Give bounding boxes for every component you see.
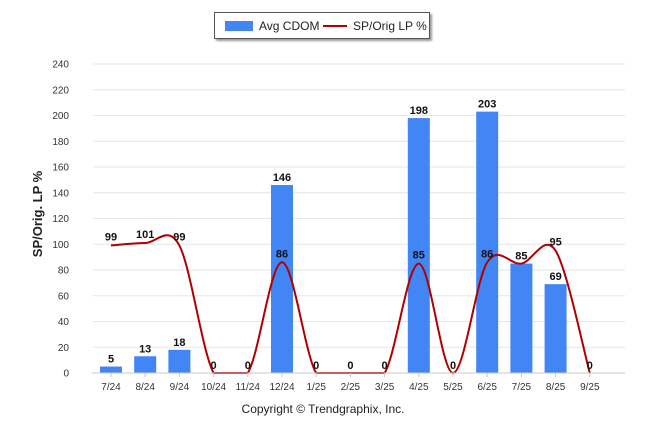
data-labels: 5 13 18 0 0 146 0 0 0 198 0 203 85 69 0 99 101 99 86 85 86 95 [105, 99, 593, 372]
bar-value-label: 5 [108, 354, 114, 366]
y-tick-label: 200 [52, 111, 69, 122]
bar-8/24 [134, 356, 157, 373]
bar-value-label: 69 [549, 271, 561, 283]
y-tick-label: 160 [52, 163, 69, 174]
x-tick-label-7/24: 7/24 [101, 382, 121, 393]
x-tick-label-8/24: 8/24 [135, 382, 155, 393]
bar-value-label: 0 [211, 360, 217, 372]
bar-9/24 [168, 349, 191, 373]
y-tick-label: 220 [52, 85, 69, 96]
y-tick-label: 100 [52, 240, 69, 251]
x-axis-ticks: 7/24 8/24 9/24 10/24 11/24 12/24 1/25 2/25 3/25 4… [101, 373, 600, 393]
bar-series [100, 111, 567, 373]
bar-value-label: 146 [273, 172, 291, 184]
legend-item-line[interactable]: SP/Orig LP % [323, 19, 427, 33]
bar-value-label: 13 [139, 343, 151, 355]
x-tick-label-2/25: 2/25 [341, 382, 361, 393]
bar-12/24 [271, 185, 293, 373]
y-tick-label: 40 [58, 317, 70, 328]
legend-bar-swatch [225, 21, 253, 31]
bar-value-label: 0 [382, 360, 388, 372]
line-value-label: 99 [173, 232, 185, 244]
x-tick-label-10/24: 10/24 [201, 382, 226, 393]
legend-bar-label: Avg CDOM [259, 19, 320, 33]
x-tick-label-8/25: 8/25 [546, 382, 566, 393]
bar-value-label: 0 [587, 360, 593, 372]
y-tick-label: 0 [63, 369, 69, 380]
x-tick-label-9/25: 9/25 [580, 382, 600, 393]
x-tick-label-7/25: 7/25 [512, 382, 532, 393]
legend-item-bar[interactable]: Avg CDOM [225, 19, 319, 33]
bar-7/24 [100, 366, 122, 373]
x-tick-label-6/25: 6/25 [477, 382, 497, 393]
x-tick-label-11/24: 11/24 [236, 382, 261, 393]
legend-line-swatch [323, 25, 347, 27]
bar-8/25 [544, 284, 567, 373]
line-value-label: 101 [136, 229, 154, 241]
line-value-label: 95 [549, 237, 561, 249]
y-axis-label: SP/Orig. LP % [30, 170, 45, 257]
bar-value-label: 85 [515, 251, 527, 263]
bar-4/25 [407, 118, 430, 373]
y-tick-label: 180 [52, 137, 69, 148]
bar-6/25 [476, 111, 499, 373]
line-value-label: 86 [276, 248, 288, 260]
x-tick-label-1/25: 1/25 [306, 382, 326, 393]
bar-value-label: 18 [173, 337, 185, 349]
y-axis-ticks: 0 20 40 60 80 100 120 140 160 180 200 220 240 [52, 60, 69, 380]
bar-value-label: 0 [313, 360, 319, 372]
x-tick-label-9/24: 9/24 [170, 382, 190, 393]
x-tick-label-4/25: 4/25 [409, 382, 429, 393]
legend-line-label: SP/Orig LP % [353, 19, 427, 33]
line-value-label: 99 [105, 232, 117, 244]
line-value-label: 85 [413, 250, 425, 262]
line-value-label: 86 [481, 248, 493, 260]
bar-value-label: 0 [347, 360, 353, 372]
bar-value-label: 198 [410, 105, 428, 117]
bar-value-label: 203 [478, 99, 496, 111]
x-tick-label-5/25: 5/25 [443, 382, 463, 393]
legend: Avg CDOM SP/Orig LP % [214, 12, 430, 39]
bar-7/25 [510, 263, 533, 373]
y-tick-label: 20 [58, 343, 70, 354]
bar-value-label: 0 [245, 360, 251, 372]
copyright-footer: Copyright © Trendgraphix, Inc. [241, 402, 405, 416]
y-tick-label: 140 [52, 188, 69, 199]
grid-lines [93, 63, 625, 348]
y-tick-label: 80 [58, 266, 70, 277]
y-tick-label: 240 [52, 60, 69, 71]
y-tick-label: 60 [58, 291, 70, 302]
x-tick-label-3/25: 3/25 [375, 382, 395, 393]
x-tick-label-12/24: 12/24 [269, 382, 294, 393]
bar-value-label: 0 [450, 360, 456, 372]
y-tick-label: 120 [52, 214, 69, 225]
